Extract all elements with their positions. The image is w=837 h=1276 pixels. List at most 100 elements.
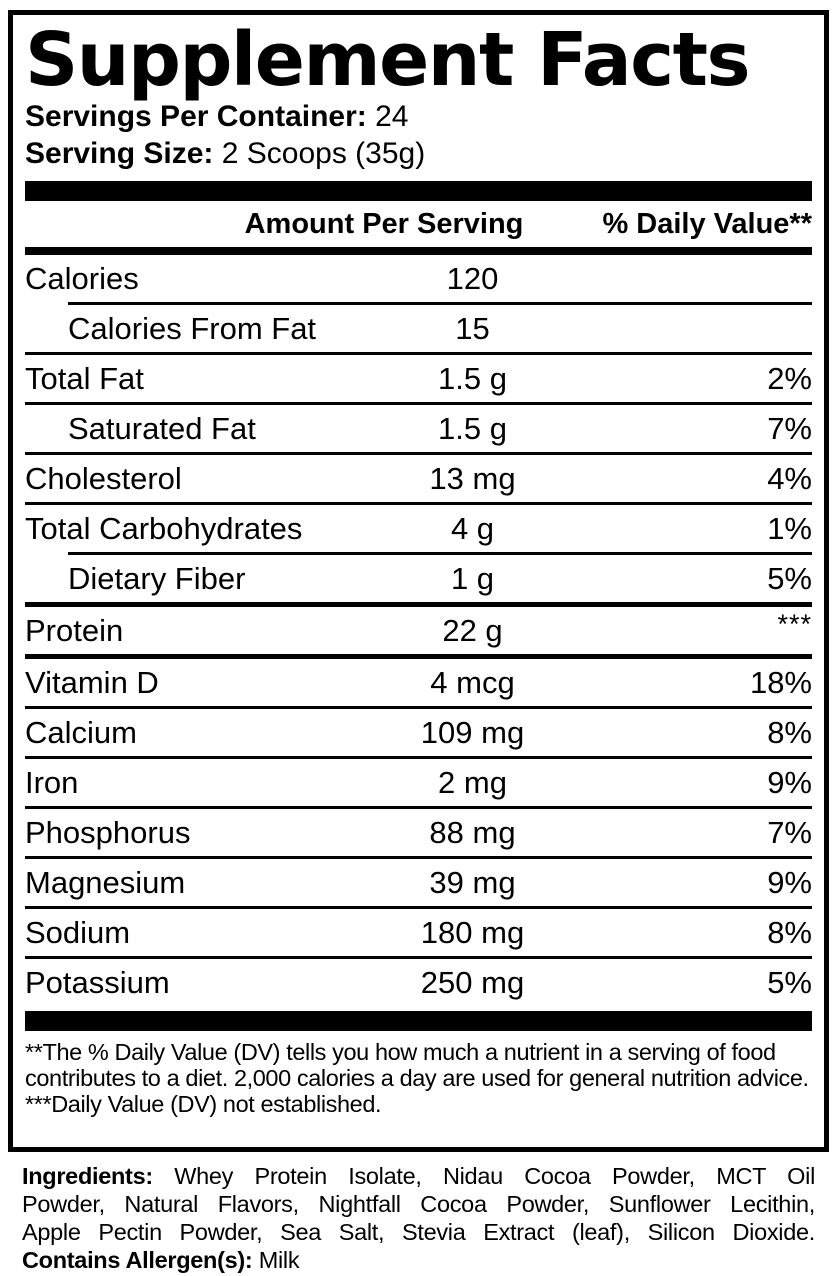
row-divider (25, 956, 812, 960)
nutrient-name: Protein (25, 612, 124, 648)
servings-per-container-line: Servings Per Container: 24 (25, 98, 812, 135)
nutrient-dv: 7% (767, 410, 812, 446)
row-divider (25, 402, 812, 406)
nutrient-row: Dietary Fiber 1 g 5% (25, 555, 812, 602)
header-divider-bar (25, 247, 812, 256)
nutrient-name: Total Fat (25, 360, 144, 396)
nutrient-amount: 15 (455, 310, 490, 346)
nutrient-name: Magnesium (25, 864, 186, 900)
row-divider (68, 302, 812, 306)
nutrient-row: Vitamin D 4 mcg 18% (25, 659, 812, 706)
nutrient-name: Iron (25, 764, 79, 800)
row-divider (25, 352, 812, 356)
nutrient-name: Potassium (25, 964, 170, 1000)
nutrient-rows: Calories 120 Calories From Fat 15 Total Fat 1… (25, 255, 812, 1006)
row-divider (25, 806, 812, 810)
ingredients-line: Ingredients: Whey Protein Isolate, Nidau… (22, 1162, 815, 1190)
supplement-facts-box: Supplement Facts Servings Per Container:… (8, 10, 829, 1152)
ingredients-section: Ingredients: Whey Protein Isolate, Nidau… (22, 1162, 815, 1274)
nutrient-name: Dietary Fiber (68, 560, 246, 596)
nutrient-name: Vitamin D (25, 664, 159, 700)
ingredients-line: Apple Pectin Powder, Sea Salt, Stevia Ex… (22, 1219, 815, 1245)
servings-per-container-value: 24 (375, 100, 409, 134)
row-divider (25, 452, 812, 456)
nutrient-amount: 22 g (442, 612, 503, 648)
allergen-line: Contains Allergen(s): Milk (22, 1246, 815, 1274)
nutrient-amount: 1.5 g (438, 410, 507, 446)
serving-size-line: Serving Size: 2 Scoops (35g) (25, 135, 812, 172)
ingredients-line: Powder, Natural Flavors, Nightfall Cocoa… (22, 1191, 815, 1217)
nutrient-name: Cholesterol (25, 460, 182, 496)
nutrient-name: Saturated Fat (68, 410, 256, 446)
nutrient-row: Total Fat 1.5 g 2% (25, 355, 812, 402)
nutrient-dv: 8% (767, 714, 812, 750)
nutrient-amount: 120 (446, 260, 499, 296)
nutrient-row: Saturated Fat 1.5 g 7% (25, 405, 812, 452)
thick-divider-bottom (25, 1011, 812, 1032)
row-divider (68, 552, 812, 556)
nutrient-dv: 2% (767, 360, 812, 396)
nutrient-amount: 2 mg (438, 764, 507, 800)
nutrient-amount: 13 mg (429, 460, 516, 496)
nutrient-dv: 1% (767, 510, 812, 546)
servings-per-container-label: Servings Per Container: (25, 100, 367, 134)
nutrient-row: Sodium 180 mg 8% (25, 909, 812, 956)
nutrient-amount: 88 mg (429, 814, 516, 850)
nutrient-dv: 18% (749, 664, 812, 700)
nutrient-dv: 4% (767, 460, 812, 496)
row-divider (25, 906, 812, 910)
nutrient-dv: 9% (767, 864, 812, 900)
nutrient-row: Calories 120 (25, 255, 812, 302)
nutrient-name: Calories (25, 260, 139, 296)
nutrient-row: Protein 22 g *** (25, 607, 812, 654)
nutrient-dv: 5% (767, 560, 812, 596)
nutrient-row: Magnesium 39 mg 9% (25, 859, 812, 906)
row-divider (25, 756, 812, 760)
ingredients-text: Whey Protein Isolate, Nidau Cocoa Powder… (174, 1163, 815, 1189)
footnotes: **The % Daily Value (DV) tells you how m… (25, 1039, 812, 1117)
nutrient-row: Calcium 109 mg 8% (25, 709, 812, 756)
row-divider (25, 602, 812, 608)
nutrient-amount: 1.5 g (438, 360, 507, 396)
nutrient-name: Sodium (25, 914, 131, 950)
serving-size-value: 2 Scoops (35g) (221, 137, 426, 171)
allergen-label: Contains Allergen(s): (22, 1247, 253, 1273)
nutrient-amount: 39 mg (429, 864, 516, 900)
nutrient-dv: *** (777, 609, 812, 640)
nutrient-amount: 4 g (450, 510, 495, 546)
nutrient-row: Iron 2 mg 9% (25, 759, 812, 806)
row-divider (25, 654, 812, 660)
allergen-value: Milk (258, 1247, 300, 1273)
not-established-footnote: ***Daily Value (DV) not established. (25, 1091, 382, 1118)
nutrient-dv: 7% (767, 814, 812, 850)
nutrient-row: Phosphorus 88 mg 7% (25, 809, 812, 856)
nutrient-name: Total Carbohydrates (25, 510, 303, 546)
ingredients-label: Ingredients: (22, 1163, 153, 1189)
nutrient-name: Calories From Fat (68, 310, 317, 346)
nutrient-row: Potassium 250 mg 5% (25, 959, 812, 1006)
nutrient-row: Total Carbohydrates 4 g 1% (25, 505, 812, 552)
nutrient-row: Calories From Fat 15 (25, 305, 812, 352)
amount-per-serving-header: Amount Per Serving (244, 208, 524, 241)
label-title: Supplement Facts (25, 17, 751, 103)
daily-value-footnote: **The % Daily Value (DV) tells you how m… (25, 1039, 809, 1092)
nutrient-amount: 109 mg (420, 714, 525, 750)
serving-size-label: Serving Size: (25, 137, 214, 171)
row-divider (25, 502, 812, 506)
nutrient-row: Cholesterol 13 mg 4% (25, 455, 812, 502)
nutrient-name: Phosphorus (25, 814, 191, 850)
thick-divider-top (25, 181, 812, 202)
daily-value-header: % Daily Value** (602, 208, 812, 241)
nutrient-amount: 1 g (450, 560, 495, 596)
nutrient-amount: 180 mg (420, 914, 525, 950)
nutrient-name: Calcium (25, 714, 137, 750)
nutrient-dv: 5% (767, 964, 812, 1000)
nutrient-dv: 9% (767, 764, 812, 800)
nutrient-dv: 8% (767, 914, 812, 950)
column-header-row: Amount Per Serving % Daily Value** (25, 201, 812, 247)
nutrient-amount: 250 mg (420, 964, 525, 1000)
row-divider (25, 706, 812, 710)
nutrient-amount: 4 mcg (430, 664, 515, 700)
row-divider (25, 856, 812, 860)
